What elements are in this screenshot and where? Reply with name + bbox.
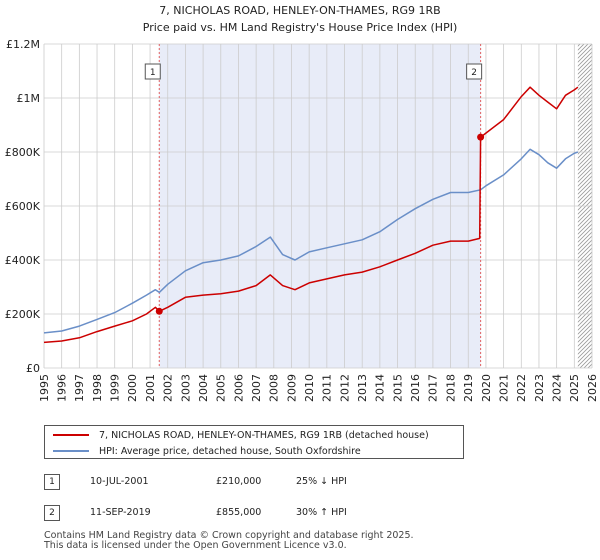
sale-label-1: 1 [150,68,156,78]
y-tick-label: £1M [17,92,41,105]
transaction-date: 10-JUL-2001 [90,476,149,487]
legend-label-hpi: HPI: Average price, detached house, Sout… [99,445,361,457]
x-tick-label: 2002 [162,374,175,402]
transaction-marker-1: 1 [44,474,60,490]
x-tick-label: 2024 [550,374,563,402]
legend-item-property: 7, NICHOLAS ROAD, HENLEY-ON-THAMES, RG9 … [53,427,429,443]
x-tick-label: 2004 [197,374,210,402]
x-tick-label: 2020 [480,374,493,402]
x-tick-label: 2006 [232,374,245,402]
price-chart: 7, NICHOLAS ROAD, HENLEY-ON-THAMES, RG9 … [5,4,599,402]
x-tick-label: 1995 [38,374,51,402]
chart-title: 7, NICHOLAS ROAD, HENLEY-ON-THAMES, RG9 … [159,4,440,17]
y-tick-label: £200K [5,308,41,321]
transaction-hpi-delta: 25% ↓ HPI [296,476,347,487]
legend-swatch-property [53,434,89,436]
sale-point-1 [155,307,163,315]
x-tick-label: 2011 [321,374,334,402]
y-tick-label: £600K [5,200,41,213]
footer-line-1: Contains HM Land Registry data © Crown c… [44,530,414,541]
y-tick-label: £800K [5,146,41,159]
y-tick-label: £400K [5,254,41,267]
x-tick-label: 1999 [109,374,122,402]
footer-line-2: This data is licensed under the Open Gov… [44,540,347,551]
x-tick-label: 2009 [285,374,298,402]
legend-label-property: 7, NICHOLAS ROAD, HENLEY-ON-THAMES, RG9 … [99,429,429,441]
x-tick-label: 2010 [303,374,316,402]
sale-point-2 [477,133,485,141]
x-tick-label: 2017 [427,374,440,402]
x-tick-label: 2012 [338,374,351,402]
legend-swatch-hpi [53,450,89,452]
legend-item-hpi: HPI: Average price, detached house, Sout… [53,443,361,459]
x-tick-label: 2019 [462,374,475,402]
legend: 7, NICHOLAS ROAD, HENLEY-ON-THAMES, RG9 … [44,425,464,459]
x-tick-label: 1996 [56,374,69,402]
x-tick-label: 2003 [179,374,192,402]
y-tick-label: £1.2M [6,38,40,51]
transaction-date: 11-SEP-2019 [90,507,151,518]
x-tick-label: 2000 [126,374,139,402]
y-tick-label: £0 [26,362,40,375]
x-tick-label: 2016 [409,374,422,402]
x-tick-label: 2026 [586,374,599,402]
transaction-hpi-delta: 30% ↑ HPI [296,507,347,518]
x-tick-label: 2022 [515,374,528,402]
x-tick-label: 2014 [374,374,387,402]
x-tick-label: 2013 [356,374,369,402]
transaction-price: £210,000 [216,476,262,487]
sale-label-2: 2 [471,68,477,78]
x-tick-label: 2018 [444,374,457,402]
transaction-price: £855,000 [216,507,262,518]
x-tick-label: 2015 [391,374,404,402]
x-tick-label: 2005 [215,374,228,402]
x-tick-label: 2001 [144,374,157,402]
transaction-marker-2: 2 [44,505,60,521]
x-tick-label: 2008 [268,374,281,402]
sale-label-box-2 [466,63,483,80]
chart-subtitle: Price paid vs. HM Land Registry's House … [143,21,458,34]
footer-attribution: Contains HM Land Registry data © Crown c… [44,531,414,551]
x-tick-label: 1998 [91,374,104,402]
x-tick-label: 2007 [250,374,263,402]
x-tick-label: 2021 [497,374,510,402]
x-tick-label: 1997 [73,374,86,402]
x-tick-label: 2025 [568,374,581,402]
series-line-hpi [43,148,579,334]
x-tick-label: 2023 [533,374,546,402]
sale-label-box-1 [144,63,161,80]
series-line-property [43,86,579,344]
